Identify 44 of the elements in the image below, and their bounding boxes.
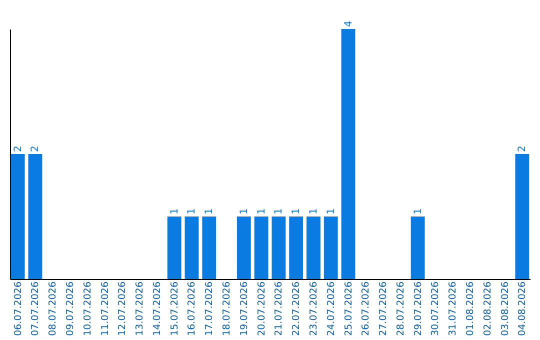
x-tick-label: 03.08.2026 bbox=[500, 282, 511, 336]
x-tick-label: 21.07.2026 bbox=[274, 282, 285, 336]
x-tick-label: 24.07.2026 bbox=[326, 282, 337, 336]
x-tick-label: 15.07.2026 bbox=[169, 282, 180, 336]
x-tick-label: 09.07.2026 bbox=[65, 282, 76, 336]
data-label: 2 bbox=[517, 146, 528, 152]
x-tick-label: 10.07.2026 bbox=[82, 282, 94, 336]
x-tick-label: 04.08.2026 bbox=[517, 282, 528, 336]
x-tick-label: 27.07.2026 bbox=[378, 282, 390, 336]
data-label: 1 bbox=[204, 208, 216, 214]
x-tick-label: 20.07.2026 bbox=[256, 282, 268, 336]
x-tick-label: 29.07.2026 bbox=[412, 282, 424, 336]
x-tick-label: 08.07.2026 bbox=[48, 282, 59, 336]
data-label: 1 bbox=[274, 208, 285, 214]
x-tick-label: 22.07.2026 bbox=[291, 282, 302, 336]
data-label: 4 bbox=[343, 20, 354, 27]
x-tick-label: 02.08.2026 bbox=[482, 282, 494, 336]
x-tick-label: 30.07.2026 bbox=[430, 282, 442, 336]
x-tick-label: 06.07.2026 bbox=[12, 282, 24, 336]
data-label: 1 bbox=[308, 208, 320, 214]
data-label: 1 bbox=[291, 208, 302, 214]
data-label: 1 bbox=[412, 208, 424, 214]
x-tick-label: 14.07.2026 bbox=[152, 282, 163, 336]
data-label: 1 bbox=[238, 208, 250, 214]
x-tick-label: 11.07.2026 bbox=[100, 282, 111, 336]
data-label: 2 bbox=[30, 146, 42, 152]
x-tick-label: 25.07.2026 bbox=[343, 282, 354, 336]
x-tick-label: 01.08.2026 bbox=[465, 282, 476, 336]
x-tick-label: 26.07.2026 bbox=[360, 282, 372, 336]
data-label: 1 bbox=[326, 208, 337, 214]
x-tick-label: 16.07.2026 bbox=[186, 282, 198, 336]
x-tick-label: 07.07.2026 bbox=[30, 282, 42, 336]
x-tick-label: 17.07.2026 bbox=[204, 282, 216, 336]
x-tick-label: 28.07.2026 bbox=[395, 282, 406, 336]
x-tick-label: 12.07.2026 bbox=[117, 282, 128, 336]
x-tick-label: 31.07.2026 bbox=[448, 282, 459, 336]
data-label: 1 bbox=[169, 208, 180, 214]
x-tick-label: 13.07.2026 bbox=[134, 282, 146, 336]
data-label: 2 bbox=[12, 146, 24, 152]
x-tick-label: 23.07.2026 bbox=[308, 282, 320, 336]
data-label: 1 bbox=[186, 208, 198, 214]
data-label: 1 bbox=[256, 208, 268, 214]
x-tick-label: 18.07.2026 bbox=[222, 282, 233, 336]
x-tick-label: 19.07.2026 bbox=[238, 282, 250, 336]
